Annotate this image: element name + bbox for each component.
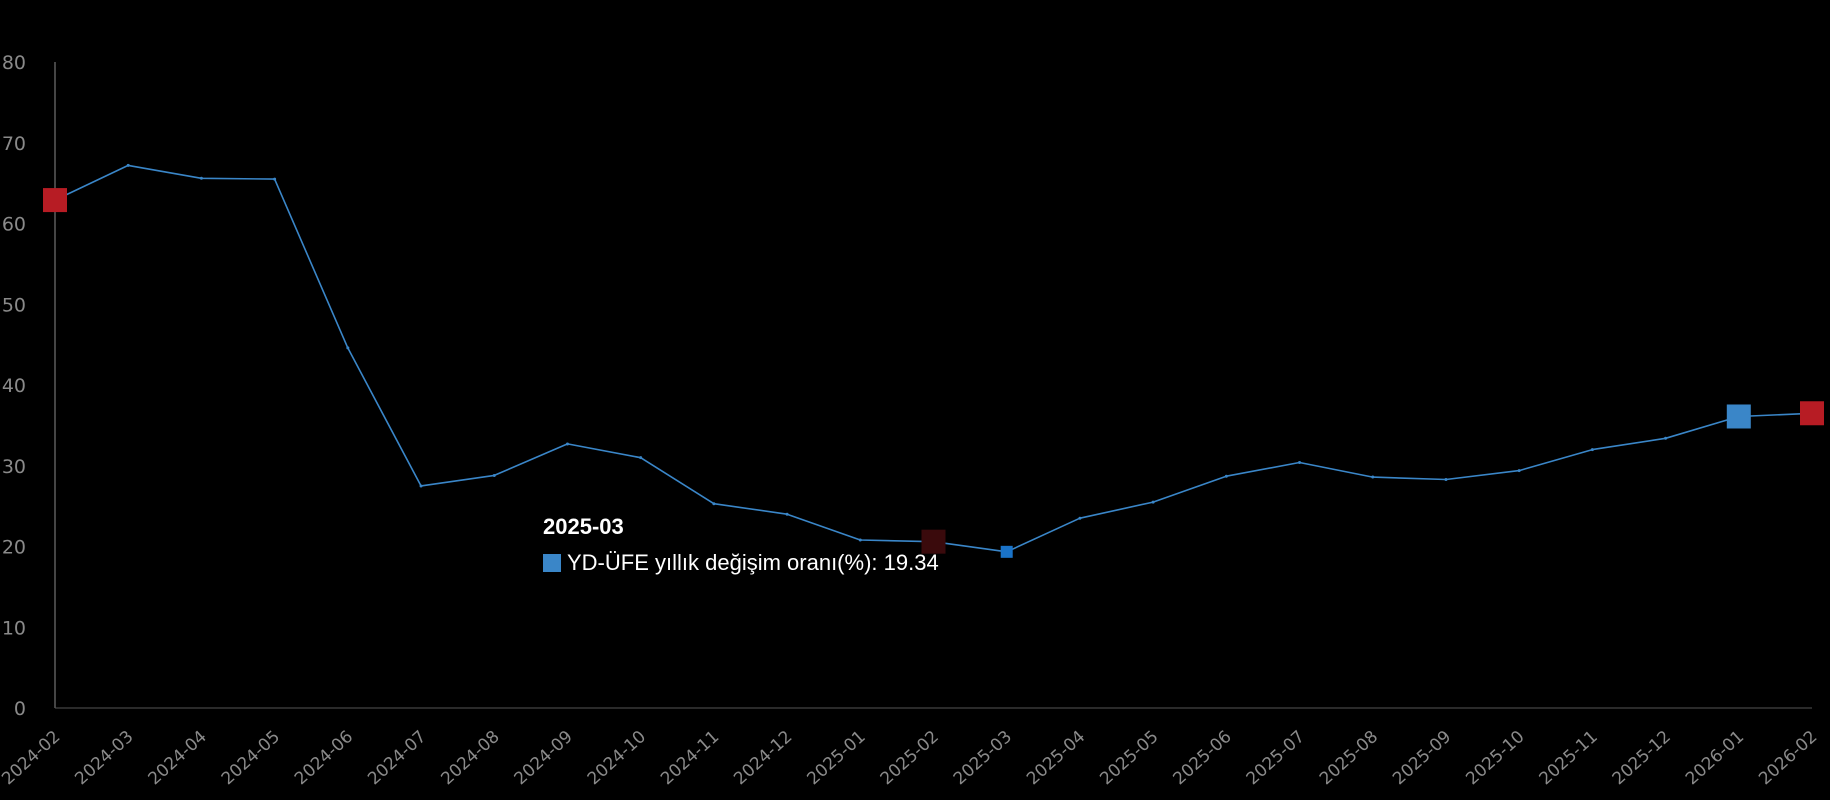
x-tick-label: 2024-02 bbox=[0, 727, 64, 789]
highlight-marker[interactable] bbox=[43, 188, 67, 213]
data-point[interactable] bbox=[1371, 475, 1375, 479]
highlight-marker[interactable] bbox=[921, 529, 946, 554]
y-tick-label: 20 bbox=[2, 537, 26, 559]
tooltip-series-swatch bbox=[543, 554, 561, 572]
x-tick-label: 2025-03 bbox=[950, 727, 1016, 789]
chart-series bbox=[53, 163, 1814, 554]
data-point[interactable] bbox=[1590, 448, 1594, 452]
y-tick-label: 10 bbox=[2, 617, 26, 639]
x-axis-ticks: 2024-02 2024-03 2024-04 2024-05 2024-06 2024-… bbox=[0, 727, 1821, 789]
chart-markers bbox=[43, 188, 1824, 558]
data-point[interactable] bbox=[858, 538, 862, 542]
x-tick-label: 2025-11 bbox=[1536, 727, 1602, 789]
x-tick-label: 2024-10 bbox=[584, 727, 650, 789]
tooltip-series-label: YD-ÜFE yıllık değişim oranı(%) bbox=[567, 550, 872, 575]
y-tick-label: 50 bbox=[2, 294, 26, 316]
x-tick-label: 2026-01 bbox=[1682, 727, 1748, 789]
data-point[interactable] bbox=[712, 502, 716, 506]
data-point[interactable] bbox=[273, 177, 277, 181]
x-tick-label: 2024-12 bbox=[730, 727, 796, 789]
x-tick-label: 2026-02 bbox=[1755, 727, 1821, 789]
data-point[interactable] bbox=[785, 512, 789, 516]
data-point[interactable] bbox=[1078, 516, 1082, 520]
data-point[interactable] bbox=[1151, 500, 1155, 504]
x-tick-label: 2025-08 bbox=[1316, 727, 1382, 789]
data-point[interactable] bbox=[1298, 461, 1302, 465]
x-tick-label: 2025-05 bbox=[1096, 727, 1162, 789]
x-tick-label: 2025-10 bbox=[1462, 727, 1528, 789]
x-tick-label: 2025-07 bbox=[1243, 727, 1309, 789]
data-point[interactable] bbox=[639, 456, 643, 460]
x-tick-label: 2025-06 bbox=[1170, 727, 1236, 789]
x-tick-label: 2024-09 bbox=[511, 727, 577, 789]
data-point[interactable] bbox=[565, 442, 569, 446]
y-axis-ticks: 0 10 20 30 40 50 60 70 80 bbox=[2, 52, 26, 720]
data-point[interactable] bbox=[1224, 474, 1228, 478]
data-point[interactable] bbox=[419, 484, 423, 488]
chart-tooltip: 2025-03 YD-ÜFE yıllık değişim oranı(%): … bbox=[543, 514, 939, 576]
data-point[interactable] bbox=[492, 473, 496, 477]
x-tick-label: 2025-12 bbox=[1609, 727, 1675, 789]
chart-axes bbox=[54, 62, 1812, 709]
x-tick-label: 2024-06 bbox=[291, 727, 357, 789]
x-tick-label: 2024-03 bbox=[71, 727, 137, 789]
y-tick-label: 70 bbox=[2, 133, 26, 155]
y-tick-label: 0 bbox=[14, 698, 26, 720]
y-tick-label: 30 bbox=[2, 456, 26, 478]
highlight-marker[interactable] bbox=[1726, 404, 1751, 429]
data-point[interactable] bbox=[1517, 469, 1521, 473]
x-tick-label: 2024-05 bbox=[218, 727, 284, 789]
tooltip-row: YD-ÜFE yıllık değişim oranı(%): 19.34 bbox=[543, 550, 939, 576]
series-line bbox=[54, 164, 1813, 553]
tooltip-separator: : bbox=[871, 550, 884, 575]
x-tick-label: 2025-09 bbox=[1389, 727, 1455, 789]
x-tick-label: 2025-02 bbox=[877, 727, 943, 789]
x-tick-label: 2024-08 bbox=[437, 727, 503, 789]
highlight-marker[interactable] bbox=[1000, 545, 1013, 558]
x-tick-label: 2024-07 bbox=[364, 727, 430, 789]
highlight-marker[interactable] bbox=[1800, 401, 1824, 426]
data-point[interactable] bbox=[126, 163, 130, 167]
x-tick-label: 2024-04 bbox=[145, 727, 211, 789]
y-tick-label: 40 bbox=[2, 375, 26, 397]
x-tick-label: 2024-11 bbox=[657, 727, 723, 789]
data-point[interactable] bbox=[1664, 436, 1668, 440]
y-tick-label: 80 bbox=[2, 52, 26, 74]
x-tick-label: 2025-01 bbox=[803, 727, 869, 789]
data-point[interactable] bbox=[346, 346, 350, 350]
x-tick-label: 2025-04 bbox=[1023, 727, 1089, 789]
tooltip-title: 2025-03 bbox=[543, 514, 624, 539]
tooltip-value: 19.34 bbox=[883, 550, 939, 575]
data-point[interactable] bbox=[1444, 477, 1448, 481]
data-point[interactable] bbox=[199, 176, 203, 180]
y-tick-label: 60 bbox=[2, 214, 26, 236]
